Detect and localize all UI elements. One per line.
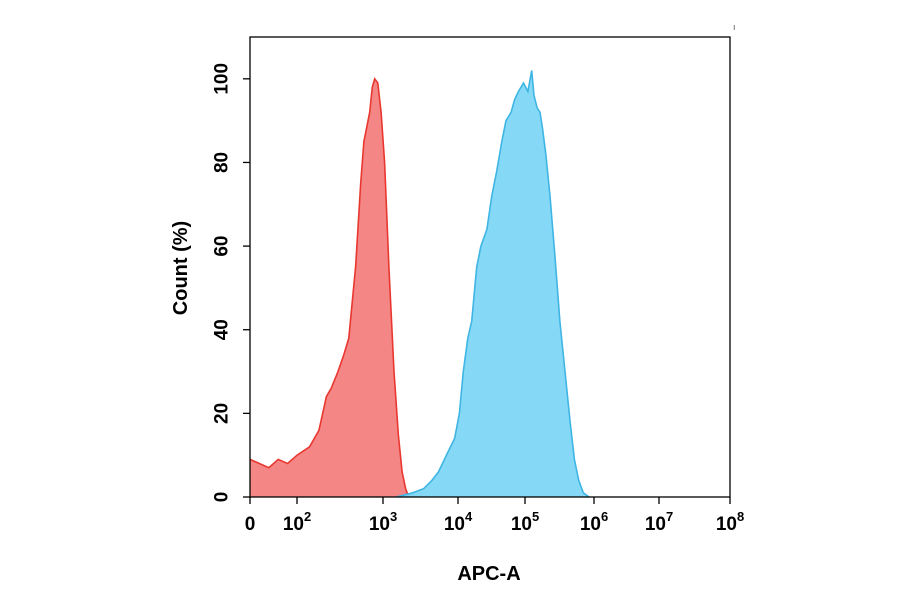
tick-labels: 0 102 103 104 105 106 107 108 0 20 40 60 80 100 [212,63,745,535]
axis-ticks [243,78,731,504]
series-1-outline [249,77,410,498]
plot-frame [249,36,731,498]
x-tick-label: 107 [645,509,673,535]
y-tick-label: 100 [212,63,233,95]
y-tick-label: 40 [212,319,233,340]
series-1-area [250,78,409,498]
y-axis-title: Count (%) [170,221,192,315]
series-2-area [396,70,590,497]
x-tick-label: 108 [716,509,744,535]
corner-mark: ı [733,22,736,32]
x-axis-title: APC-A [457,563,520,585]
y-tick-label: 80 [212,152,233,173]
x-tick-label: 102 [283,509,311,535]
x-tick-label: 106 [580,509,608,535]
x-tick-label: 104 [444,509,473,535]
y-tick-label: 0 [212,492,233,503]
x-tick-label: 103 [369,509,397,535]
x-tick-label: 0 [245,514,256,535]
y-tick-label: 20 [212,403,233,424]
series-2-outline [396,70,590,498]
x-tick-label: 105 [511,509,539,535]
y-tick-label: 60 [212,236,233,257]
series-layer [249,70,590,498]
